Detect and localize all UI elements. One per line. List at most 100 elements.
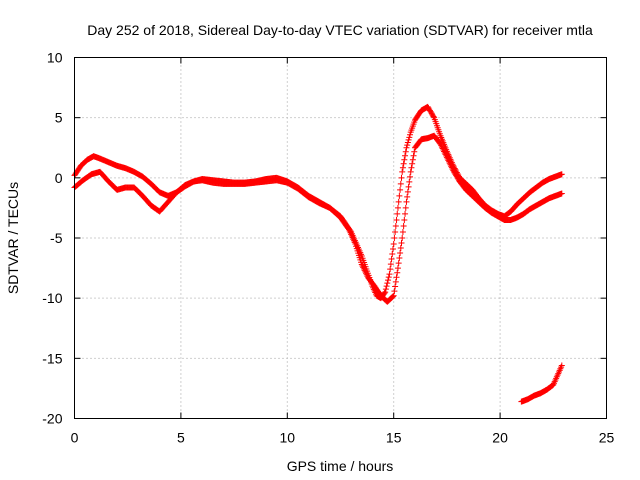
data-point [404,142,411,149]
data-point [392,222,399,229]
data-point [446,160,453,167]
data-point [443,154,450,161]
data-point [404,139,411,146]
data-point [406,134,413,141]
data-point [397,245,404,252]
data-point [393,216,400,223]
data-point [398,174,405,181]
data-point [444,155,451,162]
data-point [398,240,405,247]
data-point [358,261,365,268]
data-point [448,164,455,171]
data-point [345,225,352,232]
data-point [386,271,393,278]
chart-title: Day 252 of 2018, Sidereal Day-to-day VTE… [87,22,593,38]
data-point [392,278,399,285]
data-point [411,148,418,155]
series-track-b [71,132,565,305]
data-point [389,251,396,258]
data-point [448,163,455,170]
data-point [394,265,401,272]
data-point [558,171,565,178]
data-point [400,222,407,229]
data-point [389,293,396,300]
y-tick-label: -5 [50,230,63,246]
data-point [397,250,404,257]
data-point [385,274,392,281]
data-point [392,283,399,290]
data-point [404,193,411,200]
y-tick-label: 5 [55,110,63,126]
data-point [409,156,416,163]
data-point [388,256,395,263]
data-point [360,264,367,271]
data-point [405,136,412,143]
data-point [439,145,446,152]
data-point [409,160,416,167]
x-tick-label: 15 [386,430,402,446]
data-point [363,271,370,278]
data-layer [71,103,565,405]
data-point [383,283,390,290]
x-tick-label: 10 [280,430,296,446]
x-tick-label: 5 [177,430,185,446]
data-point [396,192,403,199]
x-tick-label: 20 [492,430,508,446]
data-point [390,292,397,299]
data-point [359,262,366,269]
data-point [397,186,404,193]
data-point [382,286,389,293]
data-point [363,270,370,277]
data-point [401,156,408,163]
y-tick-label: -15 [42,350,62,366]
data-point [402,204,409,211]
data-point [395,198,402,205]
data-point [403,144,410,151]
data-point [402,210,409,217]
data-point [392,228,399,235]
data-point [410,152,417,159]
data-point [407,131,414,138]
data-point [394,204,401,211]
data-point [558,362,565,369]
data-point [390,241,397,248]
data-point [393,274,400,281]
data-point [360,265,367,272]
data-point [558,190,565,197]
tick-layer: 0 5 10 15 20 25 -20 -15 -10 -5 0 5 10 [42,50,614,446]
data-point [446,158,453,165]
data-point [397,180,404,187]
data-point [400,160,407,167]
y-tick-label: -20 [42,411,62,427]
data-point [449,166,456,173]
data-point [399,235,406,241]
data-point [401,216,408,223]
data-point [361,267,368,274]
data-point [394,269,401,276]
data-point [391,288,398,295]
data-point [384,280,391,287]
data-point [399,228,406,235]
data-point [389,246,396,253]
x-axis-title: GPS time / hours [287,458,394,474]
data-point [445,157,452,164]
data-point [402,152,409,159]
data-point [441,148,448,155]
x-tick-label: 0 [71,430,79,446]
data-point [403,198,410,205]
y-axis-title: SDTVAR / TECUs [5,182,21,294]
data-point [443,152,450,159]
data-point [399,164,406,171]
data-point [442,151,449,158]
data-point [407,168,414,175]
data-point [406,178,413,185]
data-point [438,144,445,151]
data-point [438,142,445,149]
data-point [402,148,409,155]
data-point [387,266,394,273]
data-point [389,294,396,301]
data-point [407,173,414,180]
data-point [387,261,394,268]
data-point [362,268,369,275]
